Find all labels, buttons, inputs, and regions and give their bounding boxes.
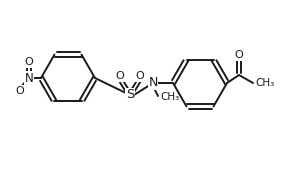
Text: O: O	[25, 57, 33, 67]
Text: N: N	[148, 76, 158, 89]
Text: CH₃: CH₃	[160, 92, 179, 102]
Text: O: O	[235, 50, 243, 60]
Text: O: O	[116, 71, 124, 81]
Text: O: O	[136, 71, 144, 81]
Text: N: N	[25, 71, 33, 84]
Text: O: O	[16, 86, 24, 96]
Text: S: S	[126, 89, 134, 102]
Text: CH₃: CH₃	[255, 78, 274, 88]
